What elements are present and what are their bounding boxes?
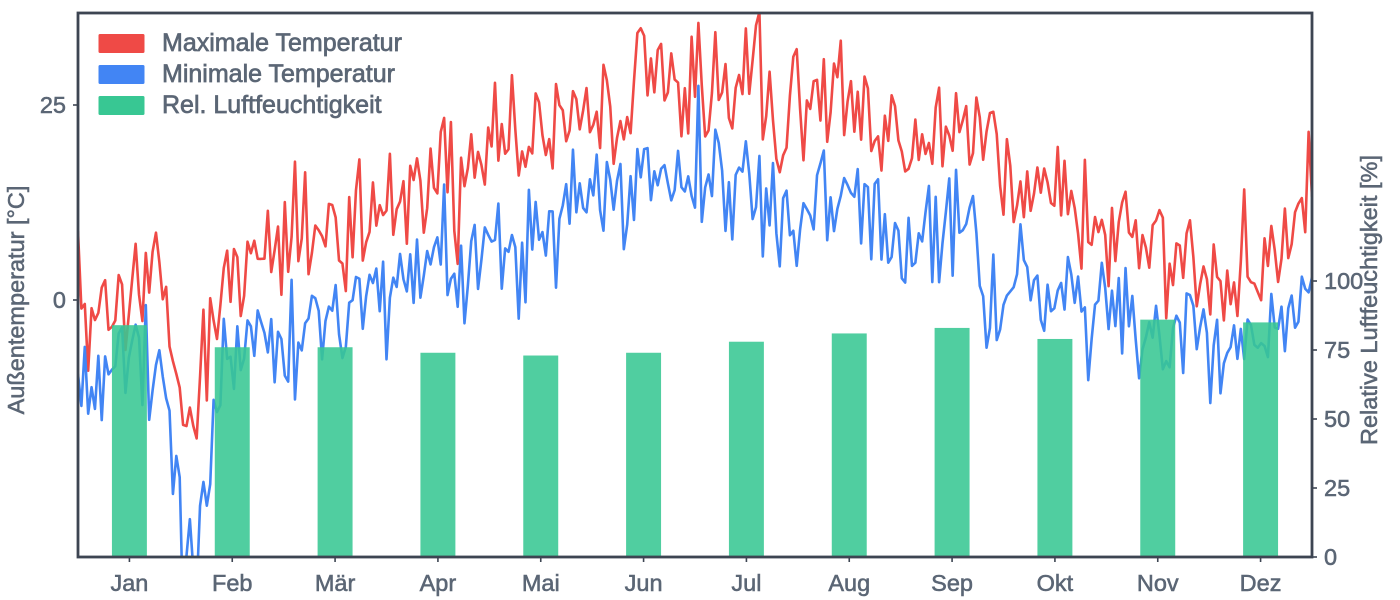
svg-text:Dez: Dez	[1240, 570, 1282, 596]
svg-text:Mai: Mai	[522, 570, 560, 596]
svg-text:0: 0	[53, 287, 66, 313]
svg-text:50: 50	[1324, 406, 1350, 432]
svg-text:25: 25	[1324, 475, 1350, 501]
svg-text:Aug: Aug	[828, 570, 870, 596]
svg-text:25: 25	[40, 92, 66, 118]
svg-text:Mär: Mär	[315, 570, 356, 596]
svg-text:Apr: Apr	[420, 570, 457, 596]
svg-text:Jul: Jul	[731, 570, 761, 596]
svg-text:Jan: Jan	[110, 570, 148, 596]
svg-text:Maximale Temperatur: Maximale Temperatur	[162, 29, 402, 57]
svg-text:Feb: Feb	[212, 570, 253, 596]
svg-text:0: 0	[1324, 544, 1337, 570]
svg-text:Rel. Luftfeuchtigkeit: Rel. Luftfeuchtigkeit	[162, 91, 382, 119]
svg-text:Nov: Nov	[1137, 570, 1179, 596]
svg-text:75: 75	[1324, 337, 1350, 363]
svg-text:Jun: Jun	[625, 570, 663, 596]
svg-text:Relative Luftfeuchtigkeit [%]: Relative Luftfeuchtigkeit [%]	[1356, 155, 1382, 445]
svg-text:Minimale Temperatur: Minimale Temperatur	[162, 60, 395, 88]
svg-text:Sep: Sep	[931, 570, 973, 596]
svg-text:Außentemperatur [°C]: Außentemperatur [°C]	[3, 186, 29, 415]
svg-text:Okt: Okt	[1037, 570, 1074, 596]
